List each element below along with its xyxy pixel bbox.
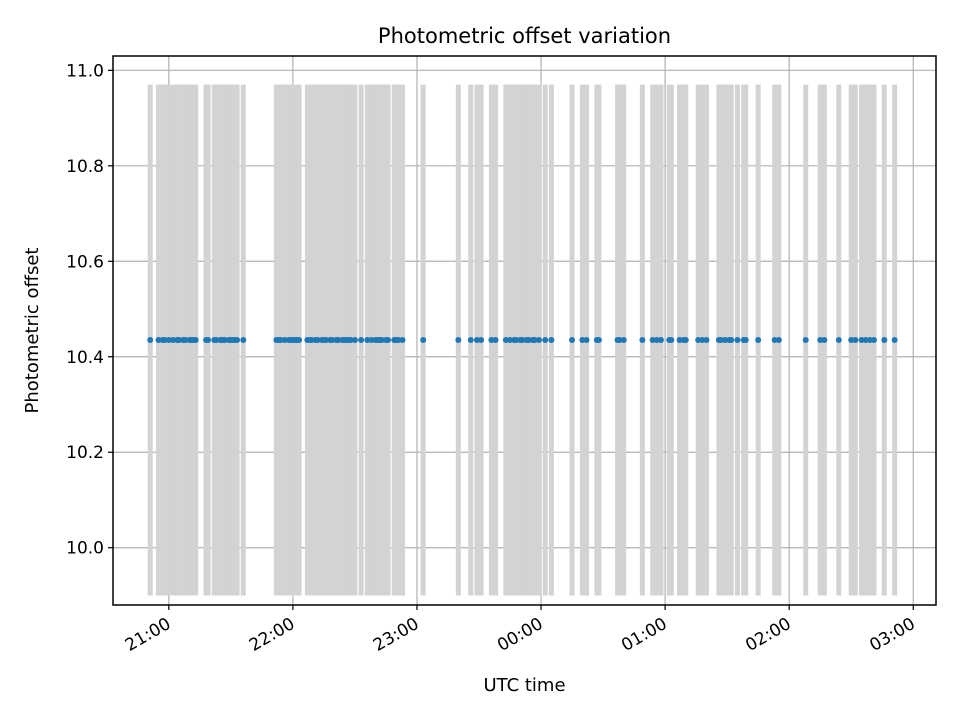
data-point <box>351 337 358 344</box>
data-point <box>395 337 402 344</box>
data-point <box>722 337 729 344</box>
plot-frame <box>112 55 937 606</box>
data-point <box>703 337 710 344</box>
data-point <box>866 337 873 344</box>
data-point <box>657 337 664 344</box>
data-point <box>507 337 514 344</box>
data-point <box>358 337 365 344</box>
data-point <box>862 337 869 344</box>
data-point <box>870 337 877 344</box>
data-point <box>881 337 888 344</box>
data-point <box>649 337 656 344</box>
data-point <box>192 337 199 344</box>
y-tick-label: 10.4 <box>66 348 104 368</box>
x-axis-title: UTC time <box>483 675 565 696</box>
data-point <box>668 337 675 344</box>
data-point <box>620 337 627 344</box>
data-point <box>802 337 809 344</box>
y-tick-label: 10.8 <box>66 157 104 177</box>
data-point <box>281 337 288 344</box>
data-point <box>347 337 354 344</box>
data-point <box>852 337 859 344</box>
data-point <box>579 337 586 344</box>
data-point <box>653 337 660 344</box>
data-point <box>420 337 427 344</box>
data-point <box>569 337 576 344</box>
data-point <box>542 337 549 344</box>
data-point <box>488 337 495 344</box>
data-point <box>308 337 315 344</box>
data-point <box>821 337 828 344</box>
data-point <box>835 337 842 344</box>
data-point <box>165 337 172 344</box>
data-point <box>891 337 898 344</box>
y-tick-label: 11.0 <box>66 61 104 81</box>
y-axis-title: Photometric offset <box>22 248 43 414</box>
data-point <box>742 337 749 344</box>
data-point <box>595 337 602 344</box>
data-point <box>161 337 168 344</box>
data-point <box>531 337 538 344</box>
y-tick-label: 10.6 <box>66 252 104 272</box>
data-point <box>858 337 865 344</box>
data-point <box>519 337 526 344</box>
data-point <box>368 337 375 344</box>
data-point <box>335 337 342 344</box>
data-point <box>771 337 778 344</box>
data-point <box>213 337 220 344</box>
y-tick-label: 10.2 <box>66 443 104 463</box>
data-point <box>455 337 462 344</box>
data-point <box>478 337 485 344</box>
data-point <box>583 337 590 344</box>
data-point <box>535 337 542 344</box>
data-point <box>322 337 329 344</box>
data-point <box>525 337 532 344</box>
data-point <box>513 337 520 344</box>
data-point <box>176 337 183 344</box>
data-point <box>639 337 646 344</box>
data-point <box>240 337 247 344</box>
data-point <box>234 337 241 344</box>
data-point <box>385 337 392 344</box>
data-point <box>695 337 702 344</box>
data-point <box>699 337 706 344</box>
data-point <box>329 337 336 344</box>
data-point <box>467 337 474 344</box>
data-point <box>221 337 228 344</box>
data-point <box>364 337 371 344</box>
data-point <box>378 337 385 344</box>
data-point <box>314 337 321 344</box>
data-point <box>147 337 154 344</box>
data-point <box>682 337 689 344</box>
data-point <box>548 337 555 344</box>
data-point <box>775 337 782 344</box>
data-point <box>399 337 406 344</box>
data-point <box>728 337 735 344</box>
data-points <box>147 337 898 344</box>
data-point <box>755 337 762 344</box>
data-point <box>169 337 176 344</box>
data-point <box>205 337 212 344</box>
data-point <box>616 337 623 344</box>
data-point <box>734 337 741 344</box>
data-point <box>277 337 284 344</box>
chart-title: Photometric offset variation <box>378 24 671 48</box>
y-tick-label: 10.0 <box>66 539 104 559</box>
data-point <box>182 337 189 344</box>
data-point <box>155 337 162 344</box>
data-point <box>492 337 499 344</box>
data-point <box>502 337 509 344</box>
data-point <box>717 337 724 344</box>
data-point <box>848 337 855 344</box>
data-point <box>296 337 303 344</box>
data-point <box>473 337 480 344</box>
data-point <box>676 337 683 344</box>
data-point <box>817 337 824 344</box>
